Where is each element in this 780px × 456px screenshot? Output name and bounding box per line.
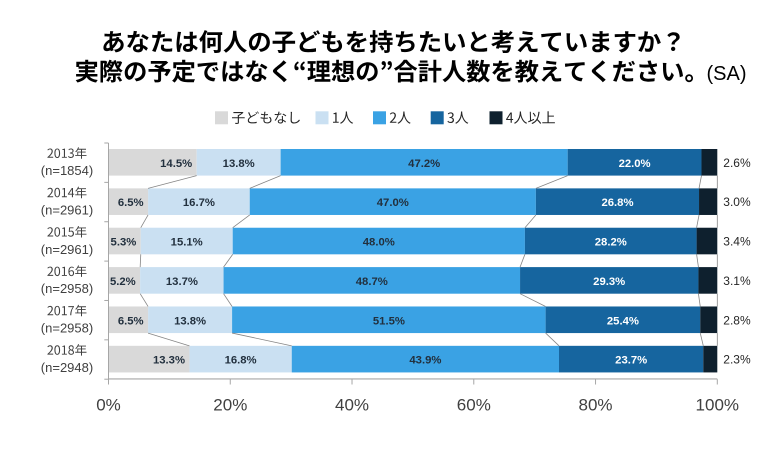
svg-text:48.7%: 48.7%: [356, 276, 388, 288]
svg-text:20%: 20%: [213, 396, 247, 415]
svg-text:16.7%: 16.7%: [183, 197, 215, 209]
svg-text:13.3%: 13.3%: [153, 355, 185, 367]
svg-text:3.0%: 3.0%: [723, 195, 751, 209]
svg-text:13.8%: 13.8%: [223, 158, 255, 170]
svg-text:43.9%: 43.9%: [409, 355, 441, 367]
svg-text:15.1%: 15.1%: [171, 237, 203, 249]
svg-text:47.2%: 47.2%: [408, 158, 440, 170]
svg-text:22.0%: 22.0%: [619, 158, 651, 170]
svg-text:100%: 100%: [696, 396, 739, 415]
svg-text:14.5%: 14.5%: [160, 158, 192, 170]
svg-text:0%: 0%: [96, 396, 121, 415]
svg-text:48.0%: 48.0%: [363, 237, 395, 249]
svg-text:3.4%: 3.4%: [723, 235, 751, 249]
svg-text:(n=2961): (n=2961): [41, 203, 93, 218]
svg-text:(n=2948): (n=2948): [41, 360, 93, 375]
svg-text:13.8%: 13.8%: [174, 315, 206, 327]
svg-text:(n=2961): (n=2961): [41, 242, 93, 257]
svg-text:5.3%: 5.3%: [111, 237, 137, 249]
svg-text:(n=2958): (n=2958): [41, 281, 93, 296]
svg-text:23.7%: 23.7%: [615, 355, 647, 367]
svg-text:(n=1854): (n=1854): [41, 163, 93, 178]
svg-text:16.8%: 16.8%: [225, 355, 257, 367]
svg-text:2.6%: 2.6%: [723, 156, 751, 170]
svg-text:80%: 80%: [578, 396, 612, 415]
svg-text:28.2%: 28.2%: [595, 237, 627, 249]
svg-text:13.7%: 13.7%: [166, 276, 198, 288]
svg-text:60%: 60%: [457, 396, 491, 415]
svg-text:(n=2958): (n=2958): [41, 321, 93, 336]
svg-text:6.5%: 6.5%: [118, 315, 144, 327]
svg-text:25.4%: 25.4%: [607, 315, 639, 327]
svg-text:40%: 40%: [335, 396, 369, 415]
svg-text:2.8%: 2.8%: [723, 313, 751, 327]
svg-text:26.8%: 26.8%: [601, 197, 633, 209]
svg-text:47.0%: 47.0%: [377, 197, 409, 209]
svg-text:2.3%: 2.3%: [723, 353, 751, 367]
svg-text:(SA): (SA): [707, 63, 747, 85]
svg-text:29.3%: 29.3%: [593, 276, 625, 288]
svg-text:5.2%: 5.2%: [110, 276, 136, 288]
svg-text:51.5%: 51.5%: [373, 315, 405, 327]
svg-text:3.1%: 3.1%: [723, 274, 751, 288]
svg-text:6.5%: 6.5%: [118, 197, 144, 209]
